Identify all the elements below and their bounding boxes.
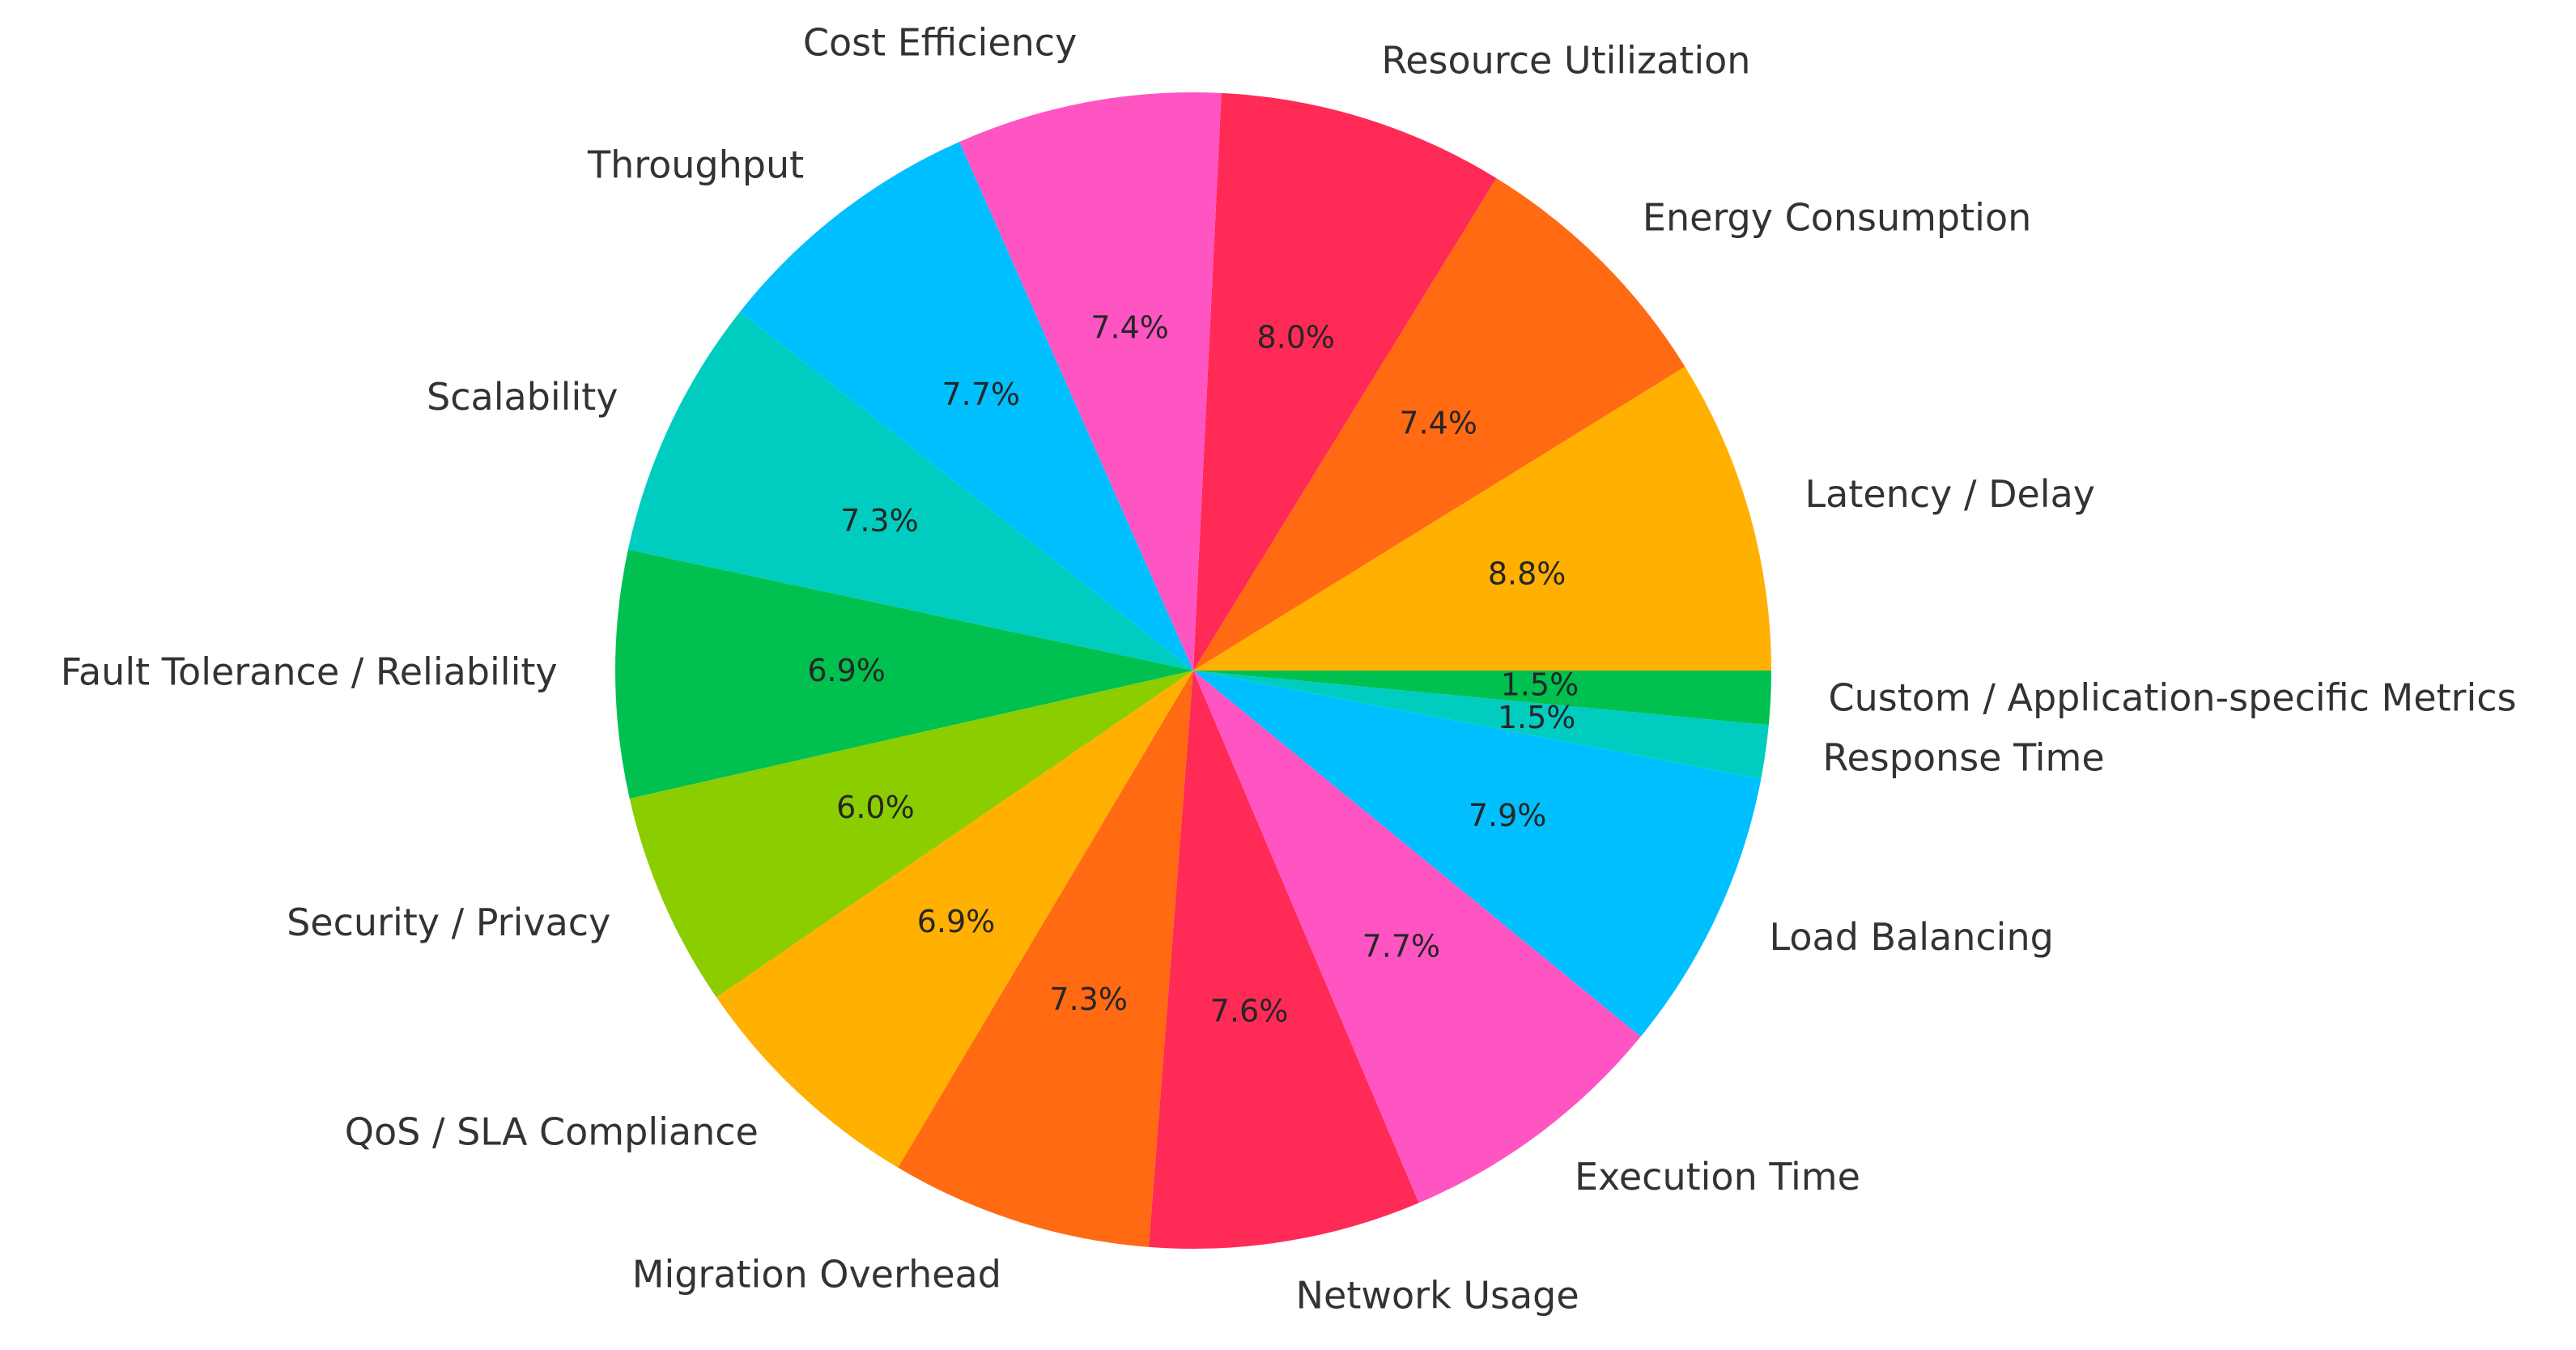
pie-slice xyxy=(615,549,1193,799)
percent-label: 1.5% xyxy=(1501,667,1579,703)
percent-label: 7.3% xyxy=(1049,982,1128,1017)
pie-slice xyxy=(1193,92,1497,671)
slice-label: Security / Privacy xyxy=(287,901,610,944)
percent-label: 8.0% xyxy=(1256,319,1335,355)
percent-label: 7.3% xyxy=(840,503,919,539)
percent-label: 7.9% xyxy=(1469,798,1547,833)
pie-slice xyxy=(1193,671,1641,1203)
pie-slice xyxy=(1149,671,1419,1249)
percent-label: 6.9% xyxy=(917,904,996,939)
slice-label: Custom / Application-specific Metrics xyxy=(1829,676,2517,720)
slice-label: QoS / SLA Compliance xyxy=(345,1109,759,1153)
slice-label: Response Time xyxy=(1823,735,2105,779)
pie-slice xyxy=(1193,671,1762,1037)
percent-label: 7.7% xyxy=(942,377,1020,412)
slice-label: Fault Tolerance / Reliability xyxy=(61,649,558,693)
slice-label: Energy Consumption xyxy=(1643,196,2031,240)
slice-label: Latency / Delay xyxy=(1805,472,2095,516)
pie-slice xyxy=(716,671,1193,1168)
pie-slice xyxy=(1193,178,1685,671)
percent-label: 7.6% xyxy=(1210,993,1289,1028)
percent-label: 6.0% xyxy=(836,790,915,825)
percent-label: 7.4% xyxy=(1399,405,1477,441)
slice-label: Resource Utilization xyxy=(1381,38,1750,82)
pie-slice xyxy=(629,671,1193,998)
percent-label: 7.7% xyxy=(1362,928,1441,964)
slice-label: Cost Efficiency xyxy=(803,20,1077,64)
pie-slice xyxy=(627,311,1193,671)
percent-label: 1.5% xyxy=(1498,700,1576,735)
slice-label: Network Usage xyxy=(1296,1274,1579,1318)
pie-slice xyxy=(959,92,1222,671)
slice-label: Throughput xyxy=(587,143,804,186)
slice-label: Execution Time xyxy=(1575,1155,1860,1199)
slice-label: Load Balancing xyxy=(1770,915,2054,959)
percent-label: 6.9% xyxy=(807,653,886,688)
slice-label: Migration Overhead xyxy=(632,1252,1001,1296)
pie-slice xyxy=(1193,671,1769,779)
pie-slice xyxy=(898,671,1193,1247)
percent-label: 8.8% xyxy=(1488,556,1566,591)
pie-slice xyxy=(1193,671,1771,726)
slice-label: Scalability xyxy=(427,375,618,419)
pie-slice xyxy=(740,142,1193,671)
percent-label: 7.4% xyxy=(1090,309,1169,345)
pie-slice xyxy=(1193,366,1771,671)
